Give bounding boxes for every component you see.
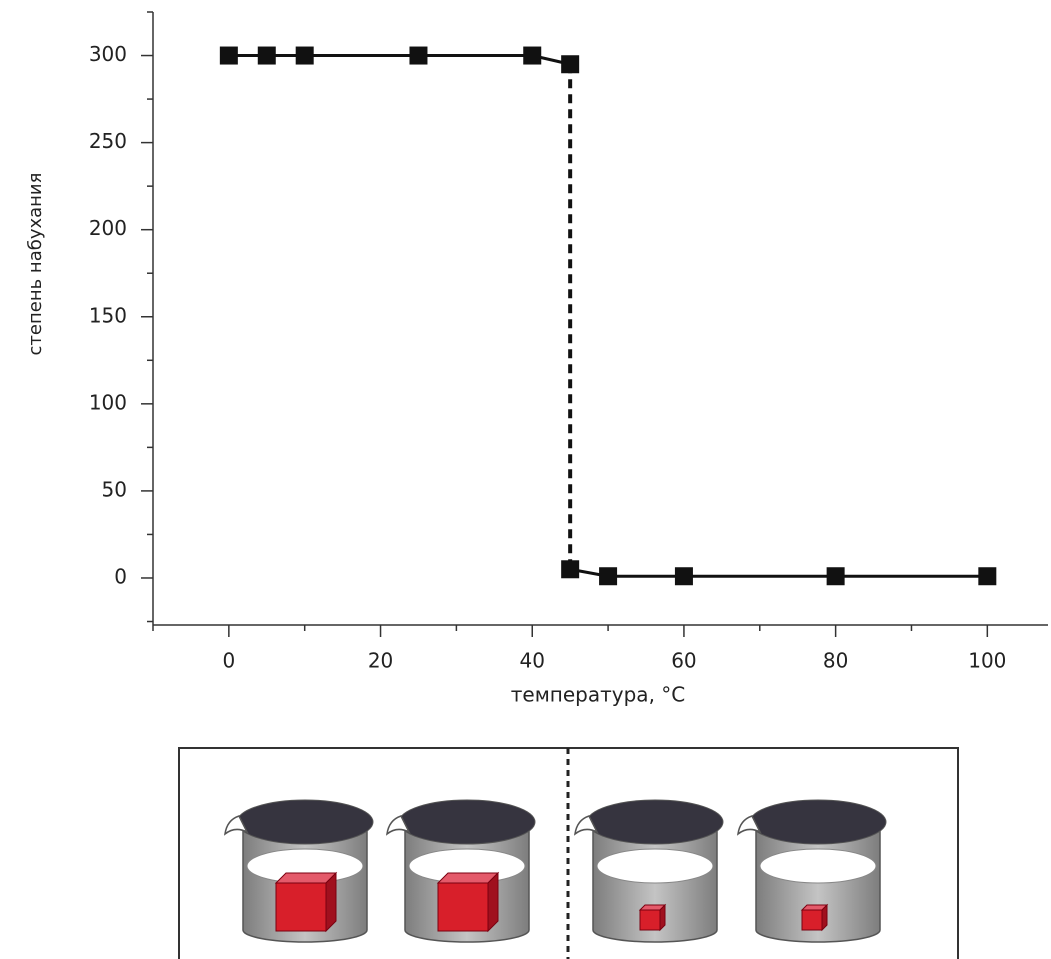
y-tick-label: 150 — [89, 303, 127, 327]
y-tick-label: 100 — [89, 390, 127, 414]
x-tick-label: 20 — [368, 649, 393, 673]
x-tick-label: 60 — [671, 649, 696, 673]
marker — [561, 560, 579, 578]
marker — [258, 47, 276, 65]
marker — [561, 55, 579, 73]
series-line — [229, 56, 570, 65]
x-axis-label: температура, °C — [511, 683, 686, 707]
marker — [599, 567, 617, 585]
x-tick-label: 80 — [823, 649, 848, 673]
x-tick-label: 40 — [520, 649, 545, 673]
x-tick-label: 0 — [222, 649, 235, 673]
gel-cube — [802, 905, 827, 930]
marker — [978, 567, 996, 585]
x-tick-label: 100 — [968, 649, 1006, 673]
y-tick-label: 0 — [114, 564, 127, 588]
chart: температура, °C степень набухания 0 50 100… — [0, 0, 1051, 959]
y-axis-label: степень набухания — [25, 173, 46, 356]
marker — [220, 47, 238, 65]
y-tick-label: 300 — [89, 42, 127, 66]
gel-cube — [640, 905, 665, 930]
y-tick-label: 50 — [102, 477, 127, 501]
gel-cube — [438, 873, 498, 931]
marker — [523, 47, 541, 65]
marker — [409, 47, 427, 65]
gel-cube — [276, 873, 336, 931]
marker — [675, 567, 693, 585]
y-tick-label: 200 — [89, 216, 127, 240]
illustration — [179, 748, 958, 959]
series-line — [570, 569, 987, 576]
marker — [296, 47, 314, 65]
marker — [827, 567, 845, 585]
y-tick-label: 250 — [89, 129, 127, 153]
